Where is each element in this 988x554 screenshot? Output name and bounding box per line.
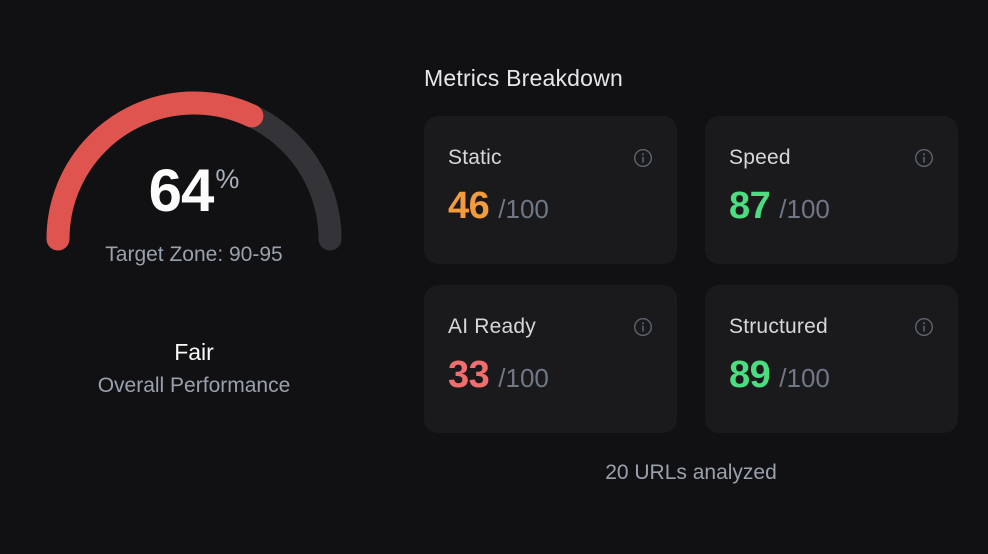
card-header: Speed bbox=[729, 146, 934, 170]
metric-card-structured: Structured 89 /100 bbox=[705, 285, 958, 433]
metrics-cards-grid: Static 46 /100 Speed bbox=[424, 116, 958, 433]
metric-label: AI Ready bbox=[448, 315, 536, 338]
metrics-breakdown-title: Metrics Breakdown bbox=[424, 65, 623, 91]
metric-card-static: Static 46 /100 bbox=[424, 116, 677, 264]
metric-score: 89 bbox=[729, 354, 771, 396]
metric-denominator: /100 bbox=[498, 194, 549, 224]
metric-card-ai-ready: AI Ready 33 /100 bbox=[424, 285, 677, 433]
gauge-value-arc bbox=[46, 91, 342, 251]
metric-denominator: /100 bbox=[779, 363, 830, 393]
metric-score: 33 bbox=[448, 354, 490, 396]
metric-denominator: /100 bbox=[498, 363, 549, 393]
metric-score: 87 bbox=[729, 185, 771, 227]
rating-caption: Overall Performance bbox=[97, 374, 291, 397]
score-row: 33 /100 bbox=[448, 354, 653, 397]
metric-label: Static bbox=[448, 146, 502, 169]
card-header: Structured bbox=[729, 315, 934, 339]
metric-denominator: /100 bbox=[779, 194, 830, 224]
info-icon[interactable] bbox=[914, 148, 934, 168]
gauge-percent-sign: % bbox=[215, 164, 240, 194]
info-icon[interactable] bbox=[633, 148, 653, 168]
gauge-score-value: 64 bbox=[148, 157, 215, 224]
target-zone-label: Target Zone: 90-95 bbox=[105, 243, 283, 266]
performance-gauge-panel: 64 % Target Zone: 90-95 Fair Overall Per… bbox=[0, 0, 400, 554]
score-row: 89 /100 bbox=[729, 354, 934, 397]
rating-label: Fair bbox=[174, 339, 214, 365]
urls-analyzed-note: 20 URLs analyzed bbox=[605, 461, 777, 484]
score-row: 87 /100 bbox=[729, 185, 934, 228]
card-header: AI Ready bbox=[448, 315, 653, 339]
metric-label: Structured bbox=[729, 315, 828, 338]
score-row: 46 /100 bbox=[448, 185, 653, 228]
gauge-center-readout: 64 % bbox=[43, 161, 345, 221]
metric-label: Speed bbox=[729, 146, 791, 169]
metric-score: 46 bbox=[448, 185, 490, 227]
info-icon[interactable] bbox=[633, 317, 653, 337]
card-header: Static bbox=[448, 146, 653, 170]
metrics-breakdown-panel: Metrics Breakdown Static 46 /100 bbox=[424, 62, 958, 485]
score-gauge: 64 % bbox=[43, 87, 345, 257]
gauge-arc-svg bbox=[46, 91, 342, 251]
metric-card-speed: Speed 87 /100 bbox=[705, 116, 958, 264]
info-icon[interactable] bbox=[914, 317, 934, 337]
